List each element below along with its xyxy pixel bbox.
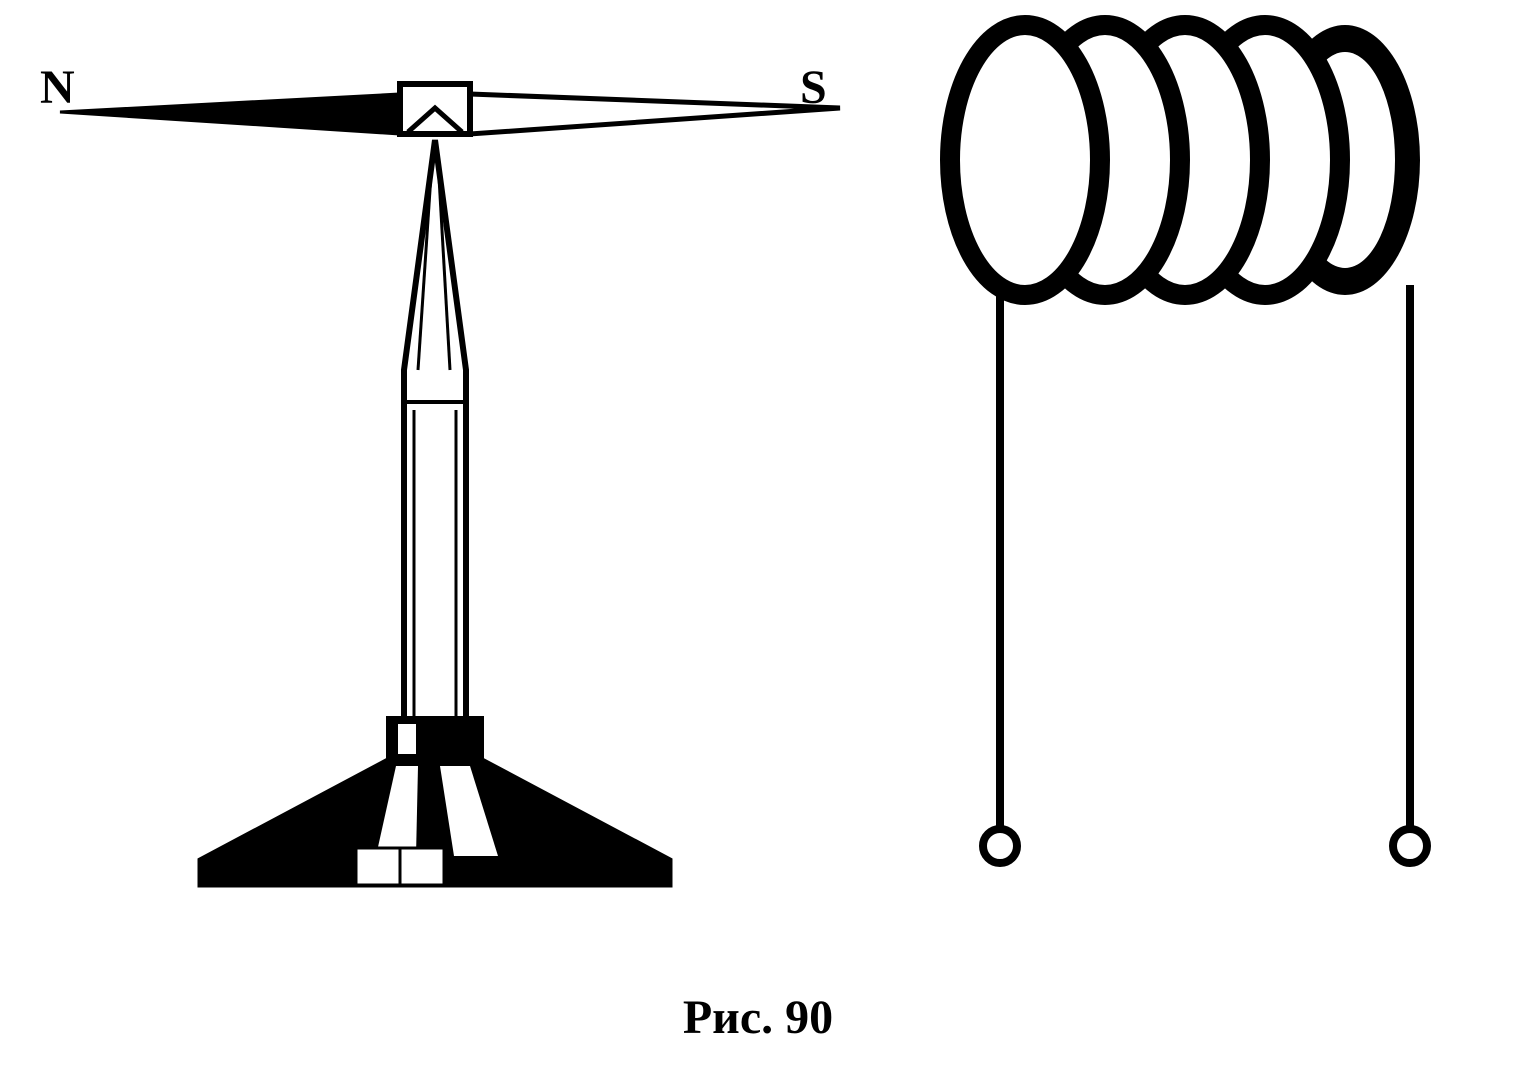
figure-caption: Рис. 90 [683, 990, 833, 1045]
needle-south-arm [470, 94, 840, 134]
coil-loops [950, 25, 1420, 295]
terminal-right [1393, 829, 1427, 863]
solenoid-coil [900, 0, 1516, 920]
physics-diagram: N S [0, 0, 1516, 1065]
needle-north-arm [60, 94, 400, 134]
terminal-left [983, 829, 1017, 863]
stand-pillar [404, 140, 466, 720]
compass-assembly [0, 0, 900, 920]
stand-base [200, 760, 670, 885]
